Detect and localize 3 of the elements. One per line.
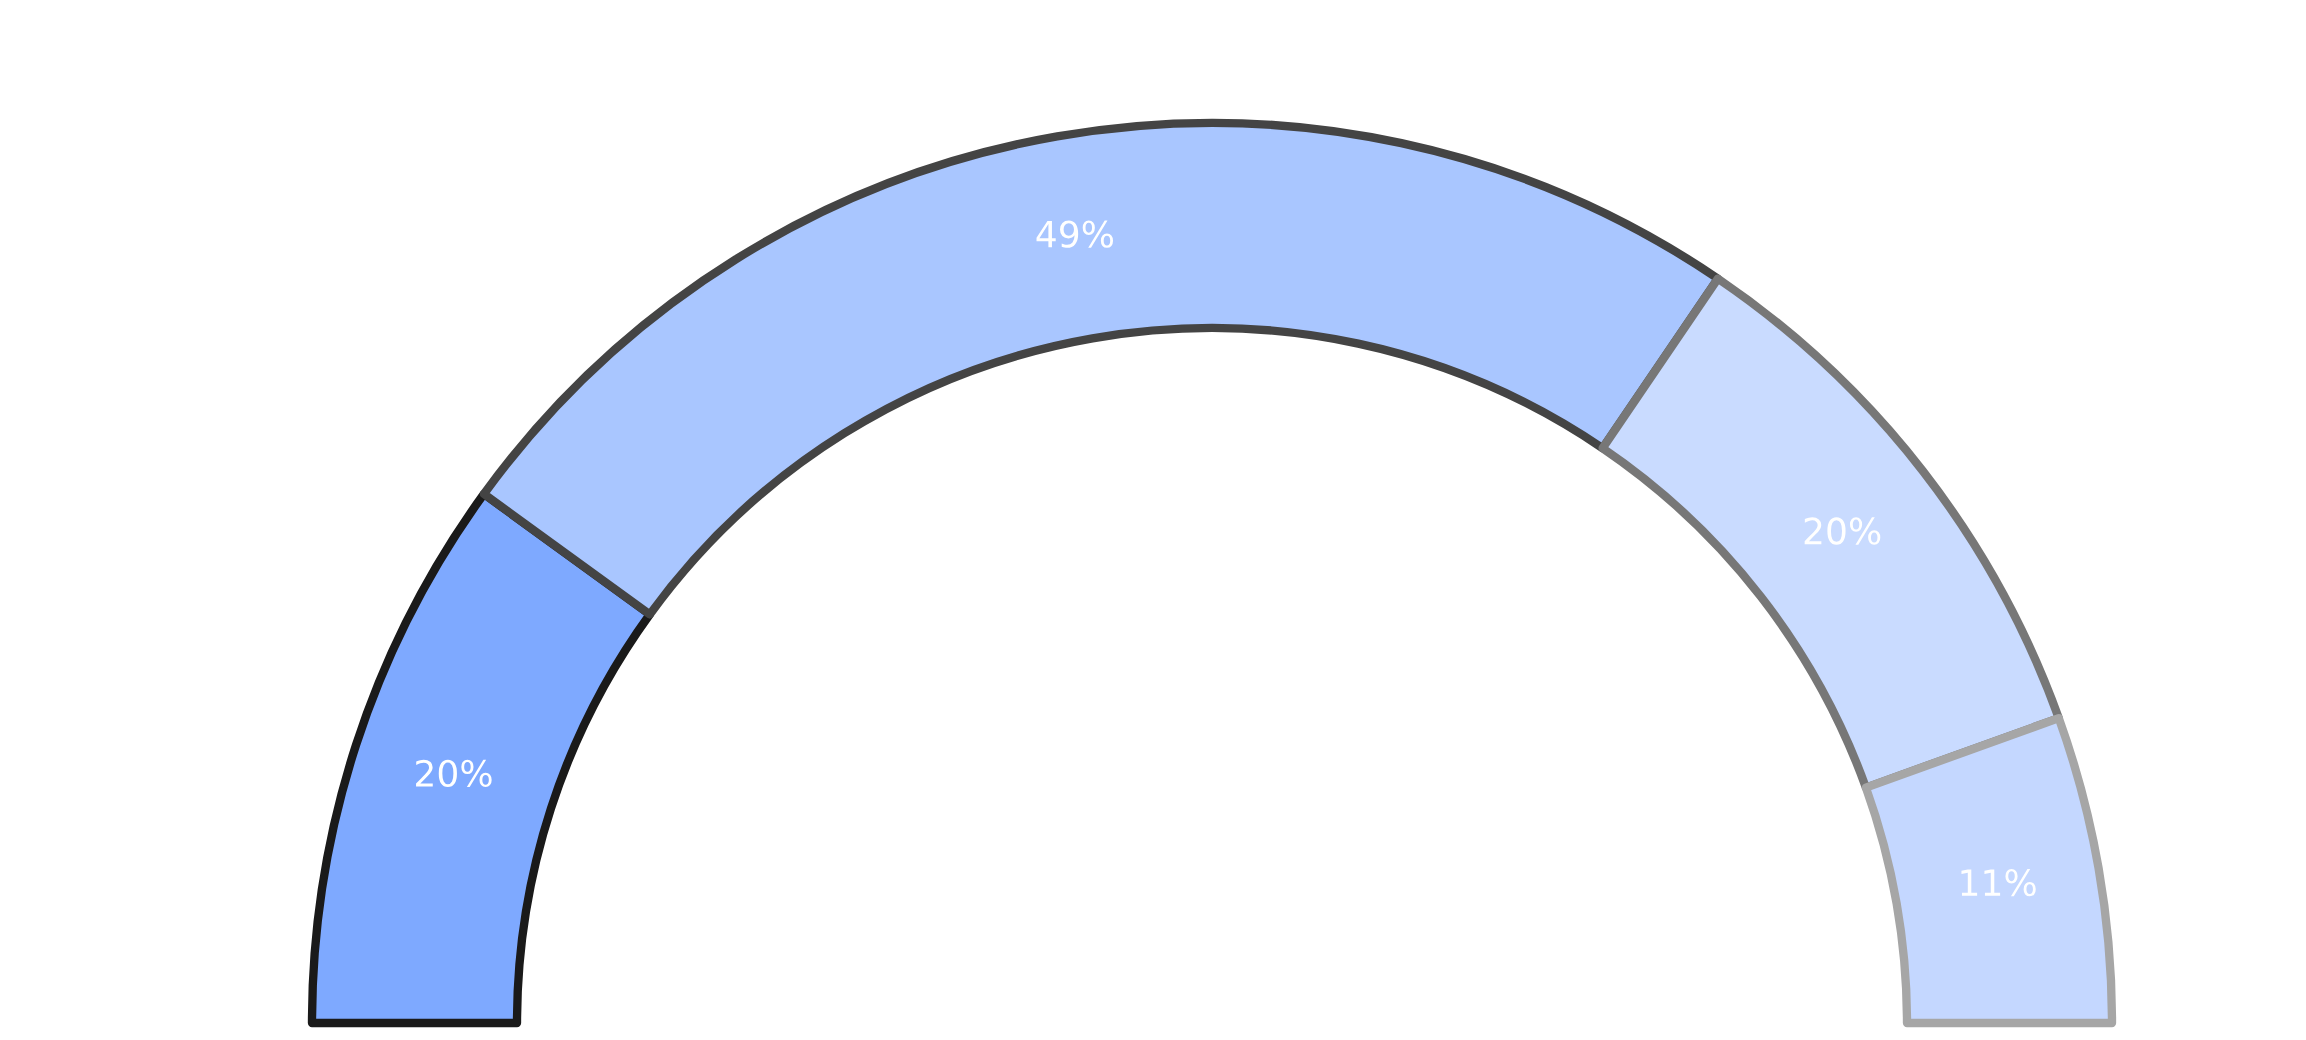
- data-label: 11%: [1961, 869, 2036, 897]
- data-label: 49%: [1036, 220, 1114, 248]
- data-label: 20%: [416, 759, 492, 788]
